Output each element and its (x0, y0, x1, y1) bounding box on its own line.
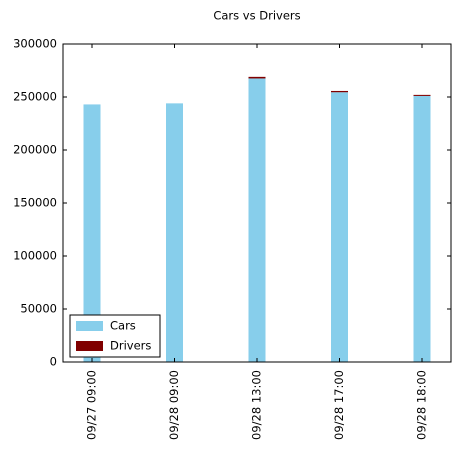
chart-title: Cars vs Drivers (213, 9, 300, 23)
y-tick-label: 200000 (13, 143, 57, 157)
x-tick-label: 09/28 17:00 (332, 370, 346, 440)
x-tick-label: 09/27 09:00 (85, 370, 99, 440)
x-tick-label: 09/28 09:00 (167, 370, 181, 440)
legend-label: Cars (110, 319, 136, 333)
plot-frame (62, 43, 452, 363)
y-tick-label: 100000 (13, 249, 57, 263)
bar (248, 76, 266, 79)
x-tick-label: 09/28 18:00 (415, 370, 429, 440)
x-tick-label: 09/28 13:00 (250, 370, 264, 440)
y-tick-label: 150000 (13, 196, 57, 210)
bar (83, 104, 101, 363)
legend-swatch (76, 321, 103, 331)
bar (166, 103, 183, 363)
y-tick-label: 0 (50, 355, 57, 369)
bar (248, 78, 266, 362)
legend-swatch (76, 341, 103, 351)
bar (413, 95, 431, 362)
y-tick-label: 250000 (13, 90, 57, 104)
y-tick-label: 300000 (13, 37, 57, 51)
bar (413, 94, 431, 96)
legend-label: Drivers (110, 339, 151, 353)
bar (331, 90, 348, 93)
bar (331, 92, 348, 362)
y-tick-label: 50000 (20, 302, 57, 316)
